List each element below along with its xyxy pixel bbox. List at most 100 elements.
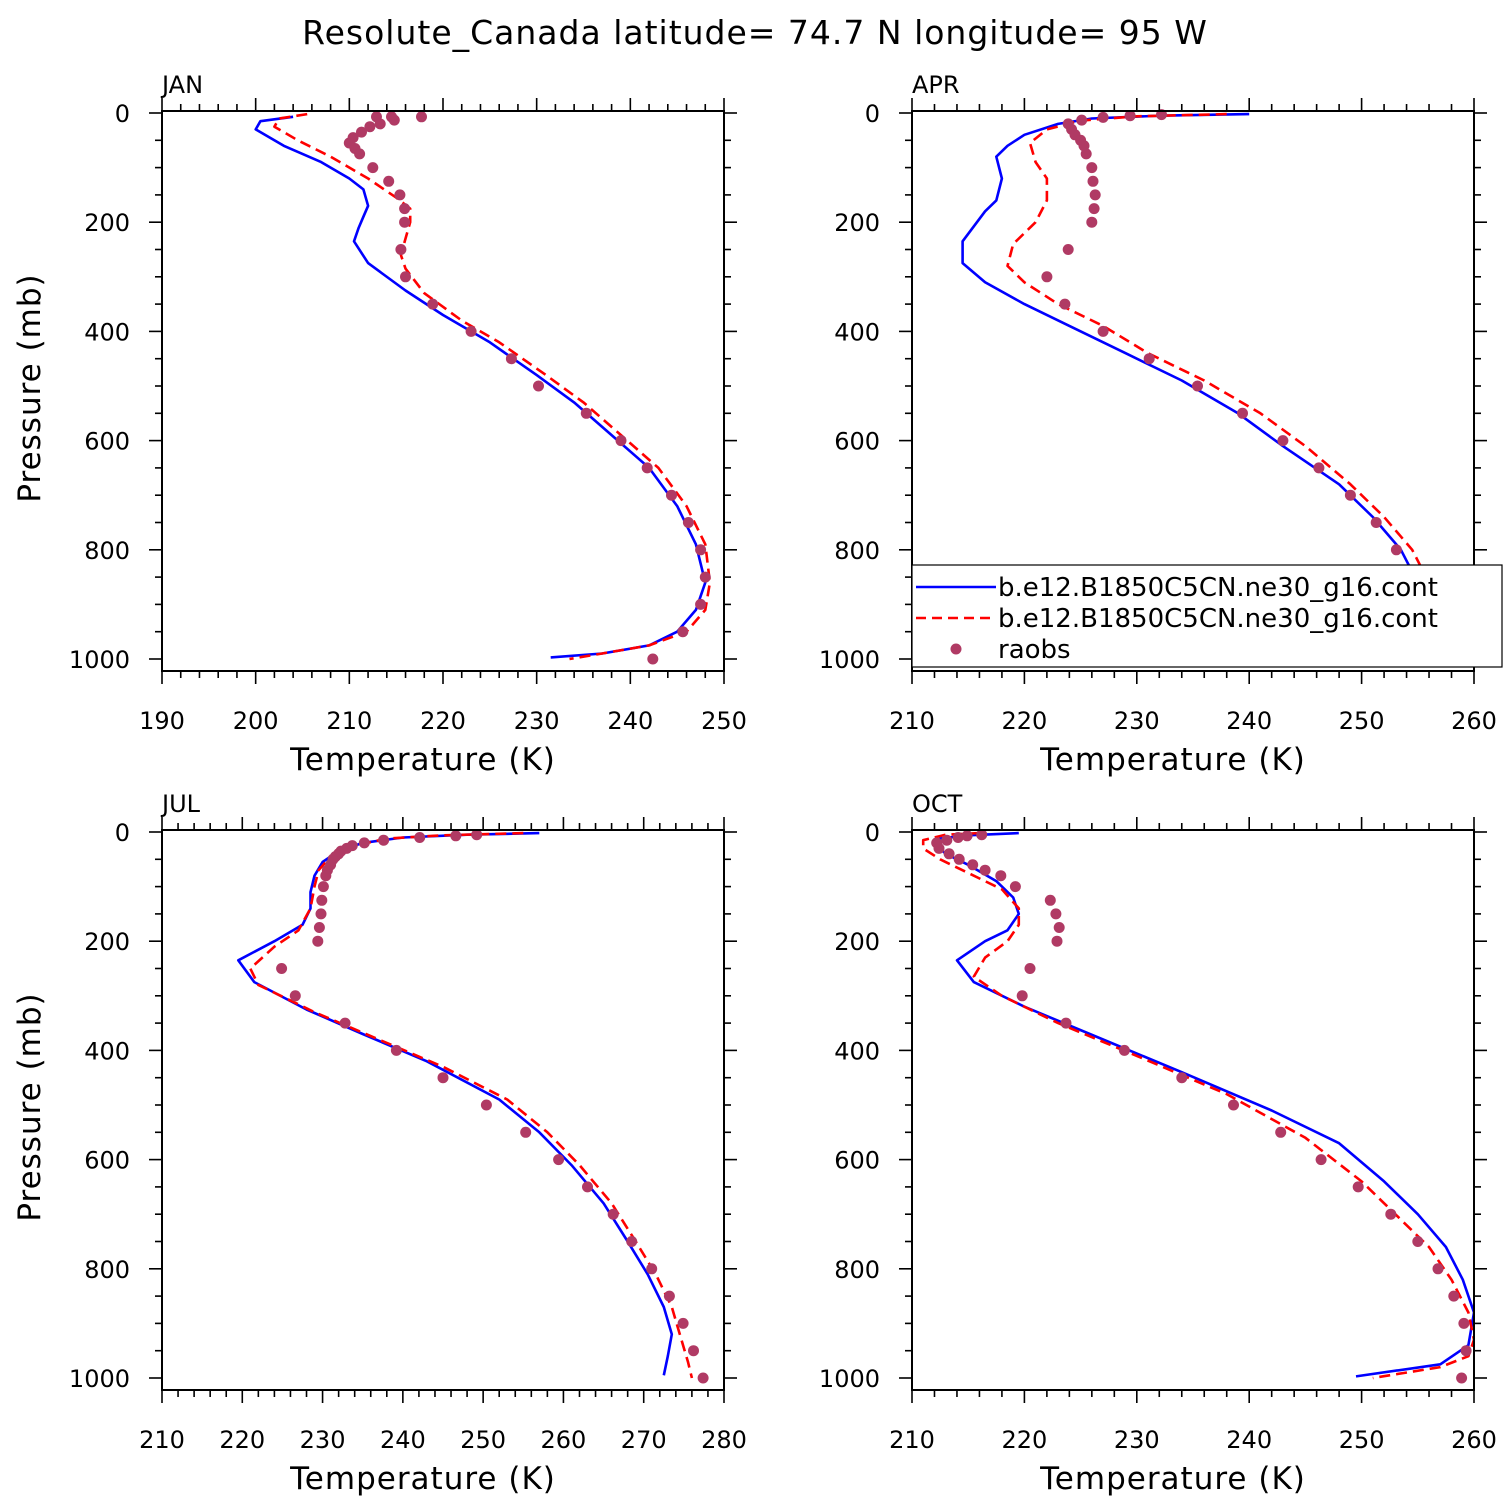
x-axis-label: Temperature (K): [1039, 742, 1306, 778]
raobs-point: [1060, 1017, 1072, 1029]
raobs-point: [399, 216, 411, 228]
raobs-point: [941, 834, 953, 846]
raobs-point: [505, 353, 517, 365]
y-tick-label: 0: [865, 100, 880, 128]
x-tick-label: 260: [1451, 1426, 1497, 1454]
y-tick-label: 400: [834, 318, 880, 346]
raobs-point: [1275, 1126, 1287, 1138]
x-tick-label: 260: [541, 1426, 587, 1454]
x-axis-label: Temperature (K): [1039, 1461, 1306, 1497]
raobs-point: [1118, 1044, 1130, 1056]
raobs-point: [394, 189, 406, 201]
raobs-point: [967, 859, 979, 871]
raobs-point: [1344, 489, 1356, 501]
raobs-point: [1041, 271, 1053, 283]
raobs-point: [378, 834, 390, 846]
raobs-point: [641, 462, 653, 474]
x-axis-label: Temperature (K): [289, 1461, 556, 1497]
raobs-point: [1460, 1345, 1472, 1357]
panel-jan: 190 200 210 220 230 240 250 0 200 400 600 800 1000 JA…: [12, 71, 747, 778]
x-tick-label: 210: [889, 707, 935, 735]
y-tick-label: 200: [84, 209, 130, 237]
raobs-point: [371, 111, 382, 123]
x-tick-label: 220: [219, 1426, 265, 1454]
raobs-point: [358, 837, 370, 849]
raobs-point: [1076, 114, 1088, 126]
raobs-point: [695, 598, 707, 610]
x-tick-label: 280: [701, 1426, 747, 1454]
raobs-point: [647, 653, 659, 665]
raobs-point: [1228, 1099, 1239, 1111]
raobs-point: [1315, 1154, 1327, 1166]
raobs-point: [312, 935, 324, 947]
x-tick-label: 200: [233, 707, 279, 735]
raobs-point: [356, 126, 367, 138]
y-tick-label: 200: [84, 928, 130, 956]
y-tick-label: 400: [84, 1037, 130, 1065]
raobs-point: [580, 407, 592, 419]
raobs-point: [520, 1126, 532, 1138]
raobs-point: [1024, 963, 1036, 974]
raobs-point: [695, 544, 707, 556]
raobs-point: [626, 1236, 638, 1247]
raobs-point: [1080, 148, 1092, 160]
raobs-point: [533, 380, 544, 392]
x-tick-label: 240: [1226, 1426, 1272, 1454]
raobs-point: [289, 990, 301, 1002]
raobs-point: [354, 148, 366, 160]
raobs-point: [1009, 881, 1021, 893]
y-tick-label: 400: [834, 1037, 880, 1065]
panel-oct: 210 220 230 240 250 260 0 200 400 600 800 1000 OCT Te…: [819, 790, 1497, 1497]
raobs-point: [953, 853, 965, 865]
x-axis-label: Temperature (K): [289, 742, 556, 778]
raobs-point: [1456, 1372, 1468, 1384]
raobs-point: [1176, 1072, 1188, 1084]
raobs-point: [553, 1154, 565, 1166]
raobs-point: [1087, 175, 1099, 187]
raobs-point: [383, 175, 395, 187]
x-tick-label: 230: [1114, 1426, 1160, 1454]
raobs-point: [979, 864, 991, 876]
raobs-point: [1086, 162, 1098, 174]
y-tick-label: 600: [834, 1147, 880, 1175]
raobs-point: [1053, 922, 1065, 933]
raobs-point: [276, 963, 288, 974]
raobs-point: [427, 298, 439, 310]
raobs-point: [1050, 908, 1062, 920]
raobs-point: [1044, 894, 1056, 906]
raobs-point: [471, 829, 483, 841]
plot-frame: [911, 829, 1475, 1391]
x-tick-label: 250: [701, 707, 747, 735]
legend-label-model1: b.e12.B1850C5CN.ne30_g16.cont: [998, 573, 1438, 603]
model2-profile-line: [921, 831, 1474, 1380]
raobs-point: [699, 571, 711, 583]
x-tick-label: 220: [1001, 707, 1047, 735]
raobs-point: [976, 829, 988, 841]
y-axis-label: Pressure (mb): [12, 992, 48, 1221]
raobs-point: [995, 870, 1007, 882]
raobs-point: [1313, 462, 1325, 474]
raobs-point: [1352, 1181, 1364, 1193]
raobs-point: [416, 111, 427, 123]
raobs-point: [1143, 353, 1155, 365]
raobs-point: [1097, 325, 1109, 337]
x-tick-label: 250: [460, 1426, 506, 1454]
legend: b.e12.B1850C5CN.ne30_g16.cont b.e12.B185…: [911, 564, 1503, 668]
y-tick-label: 0: [865, 819, 880, 847]
raobs-point: [480, 1099, 492, 1111]
y-tick-label: 600: [834, 428, 880, 456]
panel-jul: 210 220 230 240 250 260 270 280 0 200 400 600 800 100…: [12, 790, 747, 1497]
raobs-point: [367, 162, 379, 174]
y-tick-label: 0: [115, 819, 130, 847]
figure-title: Resolute_Canada latitude= 74.7 N longitu…: [302, 13, 1208, 52]
y-tick-label: 600: [84, 428, 130, 456]
model1-profile-line: [935, 831, 1474, 1378]
x-tick-label: 210: [326, 707, 372, 735]
raobs-point: [666, 489, 677, 501]
y-tick-label: 1000: [819, 646, 880, 674]
legend-box: [911, 564, 1503, 668]
raobs-point: [399, 203, 411, 215]
plot-frame: [911, 110, 1475, 672]
raobs-point: [1390, 544, 1402, 556]
